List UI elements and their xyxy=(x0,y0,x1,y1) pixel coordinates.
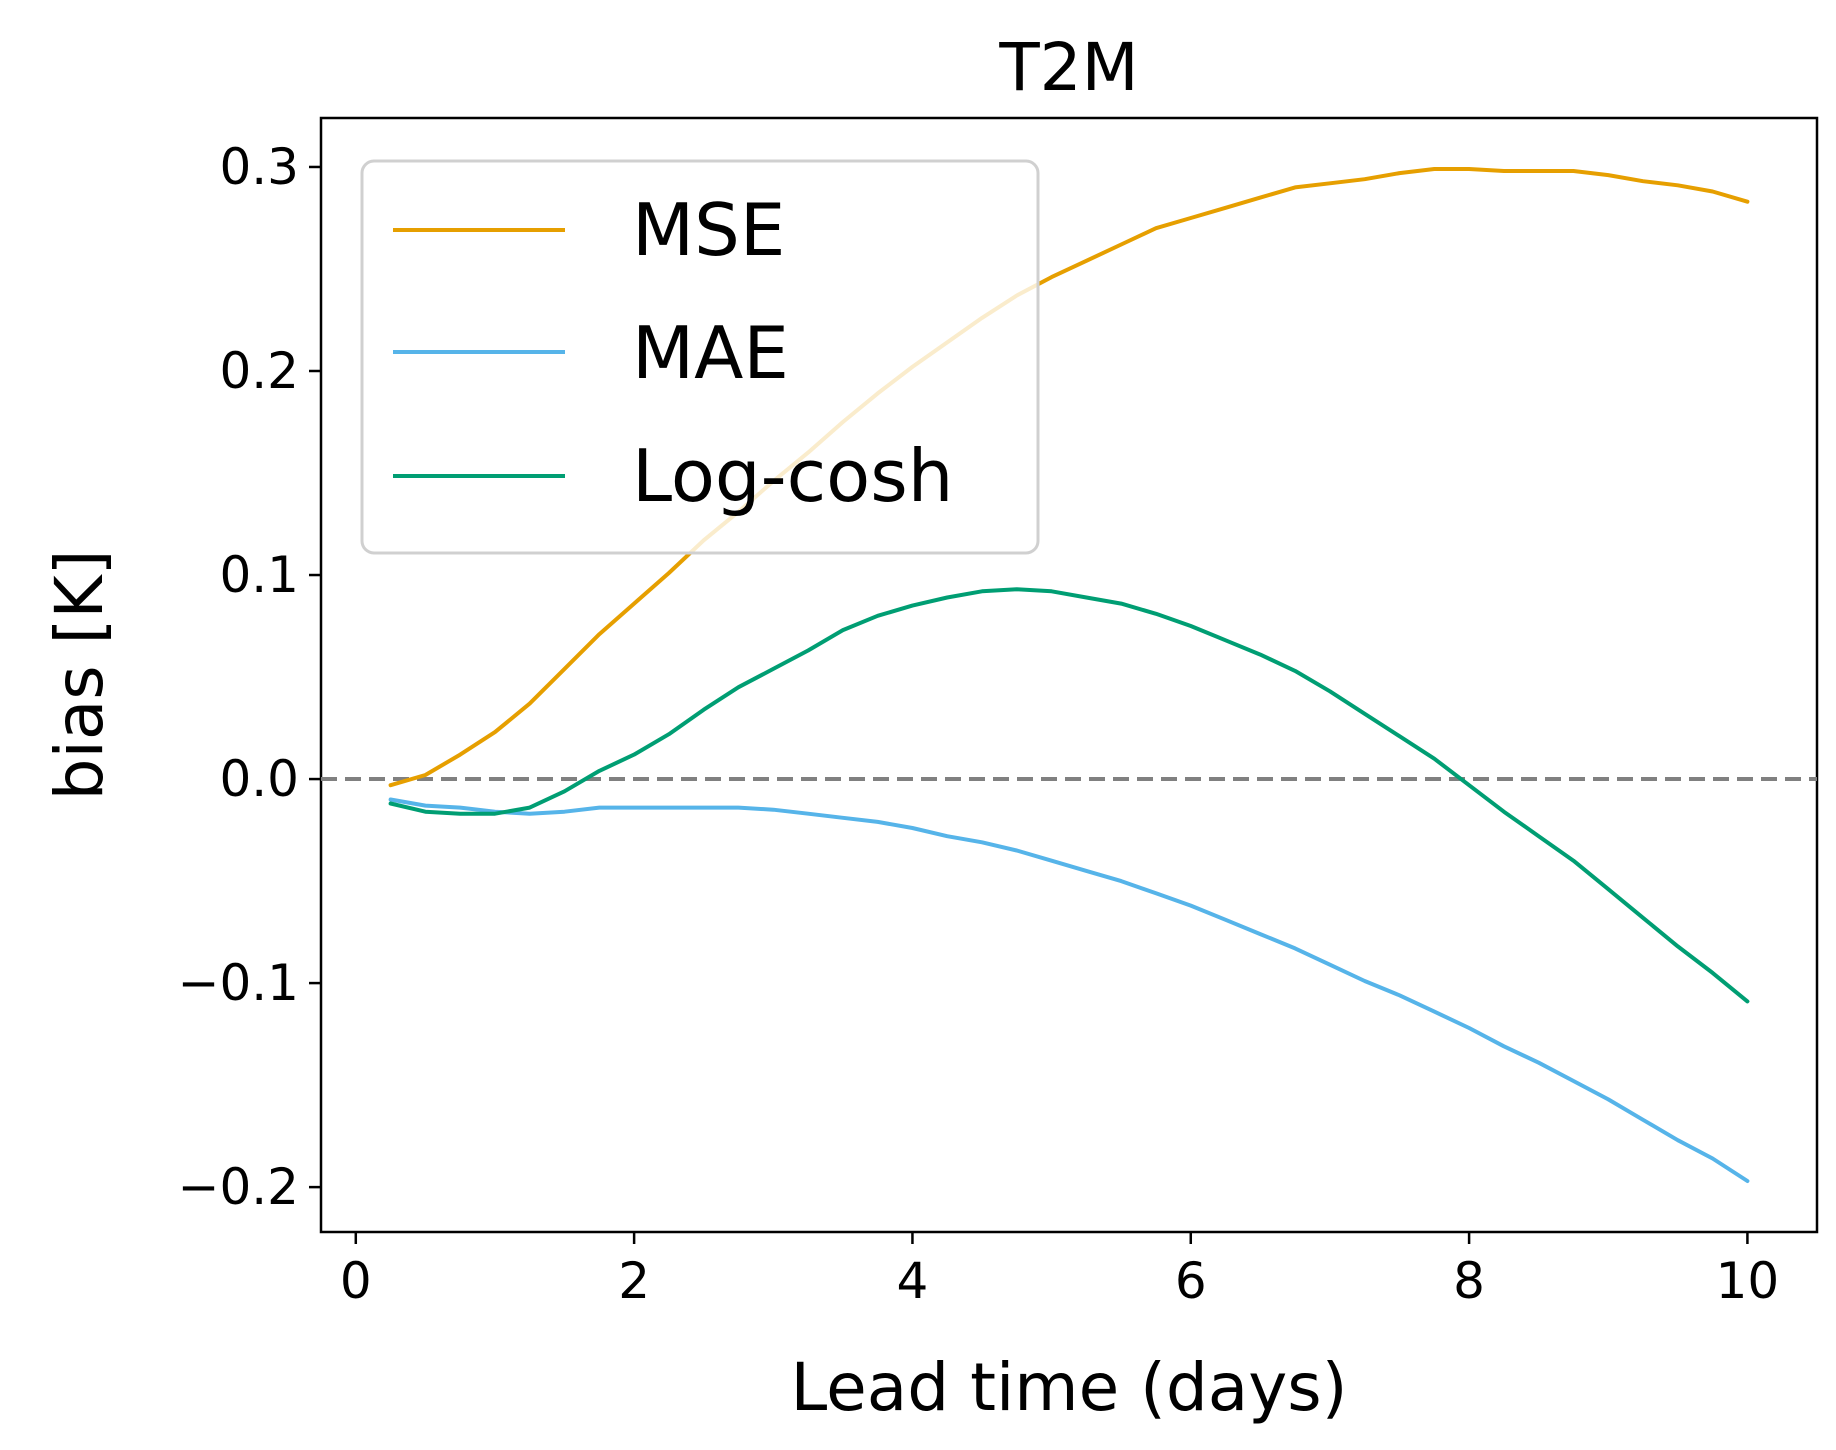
x-tick-label: 0 xyxy=(340,1252,372,1310)
legend-label-log-cosh: Log-cosh xyxy=(632,434,953,518)
chart-title: T2M xyxy=(998,29,1138,106)
y-tick-label: 0.3 xyxy=(219,138,299,196)
series-layer xyxy=(388,167,1750,1183)
legend-label-mse: MSE xyxy=(632,188,785,272)
y-axis-label: bias [K] xyxy=(41,550,118,801)
y-axis: −0.2 −0.1 0.0 0.1 0.2 0.3 xyxy=(178,138,321,1216)
series-line-log-cosh xyxy=(388,587,1750,1004)
x-axis-label: Lead time (days) xyxy=(791,1349,1348,1426)
plot-area-frame xyxy=(319,116,1819,1234)
y-tick-label: −0.1 xyxy=(178,954,299,1012)
x-axis: 0 2 4 6 8 10 xyxy=(340,1232,1779,1310)
x-tick-label: 8 xyxy=(1453,1252,1485,1310)
series-line-mae xyxy=(388,797,1750,1183)
legend: MSE MAE Log-cosh xyxy=(360,159,1040,555)
legend-label-mae: MAE xyxy=(632,311,789,395)
x-tick-label: 4 xyxy=(897,1252,929,1310)
y-tick-label: 0.0 xyxy=(219,750,299,808)
x-tick-label: 6 xyxy=(1175,1252,1207,1310)
y-tick-label: 0.1 xyxy=(219,546,299,604)
x-tick-label: 2 xyxy=(618,1252,650,1310)
legend-frame xyxy=(360,159,1040,555)
series-line-mse xyxy=(388,167,1750,788)
y-tick-label: −0.2 xyxy=(178,1158,299,1216)
x-tick-label: 10 xyxy=(1716,1252,1780,1310)
y-tick-label: 0.2 xyxy=(219,342,299,400)
